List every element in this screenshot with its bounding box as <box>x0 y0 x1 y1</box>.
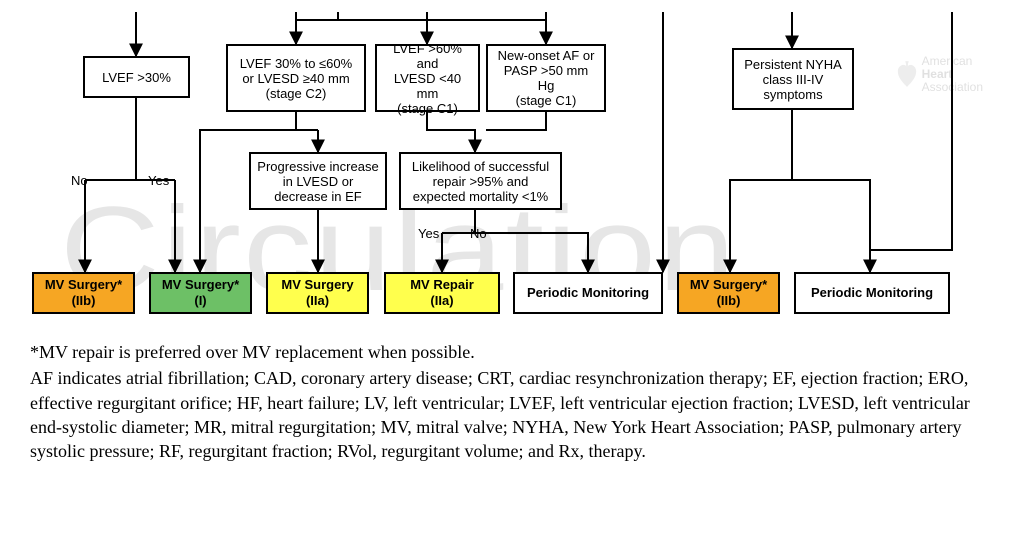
label-no1: No <box>71 173 88 188</box>
node-n_prog: Progressive increase in LVESD or decreas… <box>249 152 387 210</box>
label-yes1: Yes <box>148 173 169 188</box>
node-n_lvef30: LVEF >30% <box>83 56 190 98</box>
footnote-text: *MV repair is preferred over MV replacem… <box>30 340 990 463</box>
label-no2: No <box>470 226 487 241</box>
node-n_c1a: LVEF >60% and LVESD <40 mm (stage C1) <box>375 44 480 112</box>
rec-r3: MV Repair (IIa) <box>384 272 500 314</box>
footnote-line2: AF indicates atrial fibrillation; CAD, c… <box>30 366 990 463</box>
node-n_c1b: New-onset AF or PASP >50 mm Hg (stage C1… <box>486 44 606 112</box>
rec-r4: Periodic Monitoring <box>513 272 663 314</box>
rec-r5: MV Surgery* (IIb) <box>677 272 780 314</box>
rec-r2: MV Surgery (IIa) <box>266 272 369 314</box>
rec-r6: Periodic Monitoring <box>794 272 950 314</box>
rec-r0: MV Surgery* (IIb) <box>32 272 135 314</box>
node-n_c2: LVEF 30% to ≤60% or LVESD ≥40 mm (stage … <box>226 44 366 112</box>
node-n_nyha: Persistent NYHA class III-IV symptoms <box>732 48 854 110</box>
label-yes2: Yes <box>418 226 439 241</box>
footnote-line1: *MV repair is preferred over MV replacem… <box>30 340 990 364</box>
node-n_like: Likelihood of successful repair >95% and… <box>399 152 562 210</box>
rec-r1: MV Surgery* (I) <box>149 272 252 314</box>
